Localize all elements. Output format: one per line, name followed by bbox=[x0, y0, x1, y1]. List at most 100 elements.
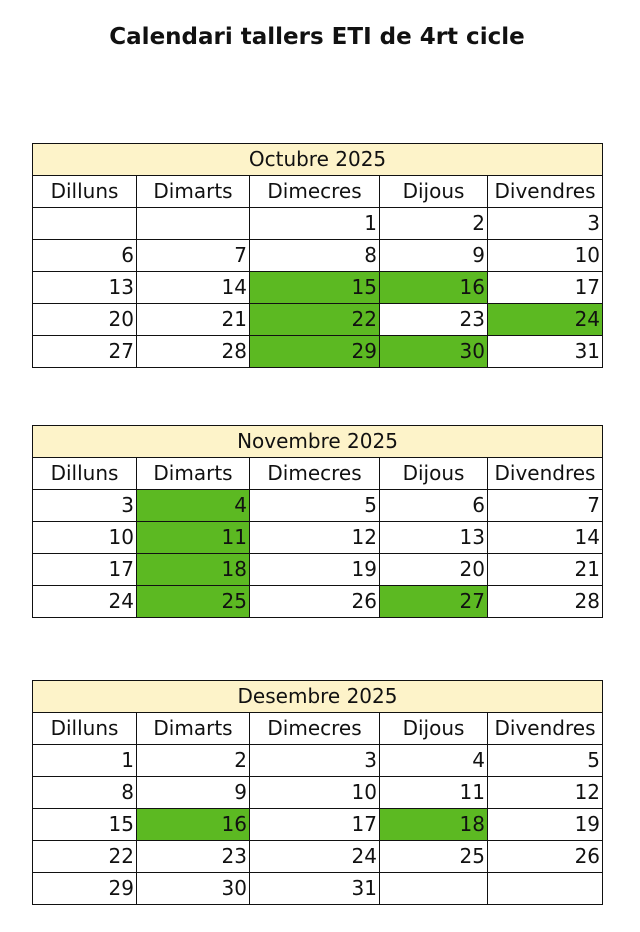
day-cell: 2 bbox=[379, 207, 488, 240]
day-cell: 17 bbox=[486, 271, 604, 304]
day-cell: 25 bbox=[379, 840, 488, 873]
day-cell: 3 bbox=[249, 744, 380, 777]
week-row: 6 7 8 9 10 bbox=[32, 239, 604, 272]
day-cell: 5 bbox=[486, 744, 604, 777]
day-cell: 11 bbox=[136, 521, 250, 554]
day-cell: 11 bbox=[379, 776, 488, 809]
day-name-header: Dimecres bbox=[249, 457, 380, 490]
day-cell: 18 bbox=[136, 553, 250, 586]
day-cell: 10 bbox=[249, 776, 380, 809]
day-cell: 8 bbox=[32, 776, 137, 809]
day-cell: 16 bbox=[136, 808, 250, 841]
day-cell: 14 bbox=[136, 271, 250, 304]
day-cell: 20 bbox=[32, 303, 137, 336]
day-cell: 28 bbox=[487, 585, 603, 618]
day-cell: 20 bbox=[379, 553, 488, 586]
day-cell: 22 bbox=[249, 303, 380, 336]
day-cell: 5 bbox=[249, 489, 380, 522]
day-cell: 3 bbox=[32, 489, 137, 522]
day-name-header: Dimarts bbox=[136, 712, 250, 745]
day-cell: 31 bbox=[249, 872, 380, 905]
day-name-header: Dilluns bbox=[32, 175, 137, 208]
day-cell: 28 bbox=[136, 335, 250, 368]
day-cell: 23 bbox=[136, 840, 250, 873]
day-cell: 4 bbox=[136, 489, 250, 522]
day-cell: 16 bbox=[379, 271, 488, 304]
month-title: Novembre 2025 bbox=[32, 425, 603, 458]
day-cell: 24 bbox=[249, 840, 380, 873]
day-cell: 14 bbox=[487, 521, 603, 554]
day-cell: 12 bbox=[486, 776, 604, 809]
day-cell: 7 bbox=[487, 489, 603, 522]
day-cell: 9 bbox=[379, 239, 488, 272]
day-name-header: Divendres bbox=[486, 175, 604, 208]
day-cell: 10 bbox=[32, 521, 137, 554]
day-name-header: Dijous bbox=[379, 457, 488, 490]
week-row: 13 14 15 16 17 bbox=[32, 271, 604, 304]
month-title: Desembre 2025 bbox=[31, 680, 604, 713]
day-name-header: Dimarts bbox=[136, 175, 250, 208]
week-row: 27 28 29 30 31 bbox=[32, 335, 604, 368]
week-row: 22 23 24 25 26 bbox=[32, 840, 604, 873]
day-cell: 25 bbox=[136, 585, 250, 618]
day-name-header: Dimecres bbox=[249, 712, 380, 745]
day-cell: 29 bbox=[249, 335, 380, 368]
day-cell: 24 bbox=[486, 303, 604, 336]
day-cell: 6 bbox=[32, 239, 137, 272]
calendar-december: Desembre 2025 Dilluns Dimarts Dimecres Dijou… bbox=[31, 680, 604, 905]
month-title: Octubre 2025 bbox=[31, 143, 604, 176]
day-cell: 17 bbox=[249, 808, 380, 841]
day-cell: 8 bbox=[249, 239, 380, 272]
day-cell: 6 bbox=[379, 489, 488, 522]
day-name-header: Divendres bbox=[487, 457, 603, 490]
day-name-header: Dijous bbox=[379, 175, 488, 208]
calendar-november: Novembre 2025 Dilluns Dimarts Dimecres Dijou… bbox=[32, 425, 603, 618]
day-cell: 23 bbox=[379, 303, 488, 336]
day-cell bbox=[379, 872, 488, 905]
day-cell: 30 bbox=[136, 872, 250, 905]
day-cell: 2 bbox=[136, 744, 250, 777]
page-title: Calendari tallers ETI de 4rt cicle bbox=[109, 24, 525, 50]
day-name-header: Dilluns bbox=[32, 712, 137, 745]
day-cell: 1 bbox=[249, 207, 380, 240]
day-cell: 26 bbox=[486, 840, 604, 873]
day-cell: 4 bbox=[379, 744, 488, 777]
day-cell: 13 bbox=[379, 521, 488, 554]
day-cell: 13 bbox=[32, 271, 137, 304]
week-row: 15 16 17 18 19 bbox=[32, 808, 604, 841]
day-cell: 30 bbox=[379, 335, 488, 368]
week-row: 20 21 22 23 24 bbox=[32, 303, 604, 336]
day-cell: 15 bbox=[32, 808, 137, 841]
day-cell: 10 bbox=[486, 239, 604, 272]
day-cell: 26 bbox=[249, 585, 380, 618]
day-cell: 9 bbox=[136, 776, 250, 809]
day-name-header: Dimecres bbox=[249, 175, 380, 208]
day-cell bbox=[486, 872, 604, 905]
day-cell: 19 bbox=[249, 553, 380, 586]
day-cell: 7 bbox=[136, 239, 250, 272]
day-cell: 17 bbox=[32, 553, 137, 586]
day-name-header: Dijous bbox=[379, 712, 488, 745]
day-cell bbox=[32, 207, 137, 240]
week-row: 24 25 26 27 28 bbox=[32, 585, 603, 618]
day-cell: 29 bbox=[32, 872, 137, 905]
day-cell: 3 bbox=[486, 207, 604, 240]
day-name-header: Dilluns bbox=[32, 457, 137, 490]
day-cell: 24 bbox=[32, 585, 137, 618]
day-name-header: Divendres bbox=[486, 712, 604, 745]
week-row: 10 11 12 13 14 bbox=[32, 521, 603, 554]
day-cell: 21 bbox=[136, 303, 250, 336]
week-row: 29 30 31 bbox=[32, 872, 604, 905]
day-cell: 1 bbox=[32, 744, 137, 777]
day-cell bbox=[136, 207, 250, 240]
day-name-header: Dimarts bbox=[136, 457, 250, 490]
week-row: 17 18 19 20 21 bbox=[32, 553, 603, 586]
day-cell: 27 bbox=[32, 335, 137, 368]
day-cell: 12 bbox=[249, 521, 380, 554]
day-cell: 27 bbox=[379, 585, 488, 618]
calendar-october: Octubre 2025 Dilluns Dimarts Dimecres Dijous… bbox=[31, 143, 604, 368]
day-cell: 19 bbox=[486, 808, 604, 841]
